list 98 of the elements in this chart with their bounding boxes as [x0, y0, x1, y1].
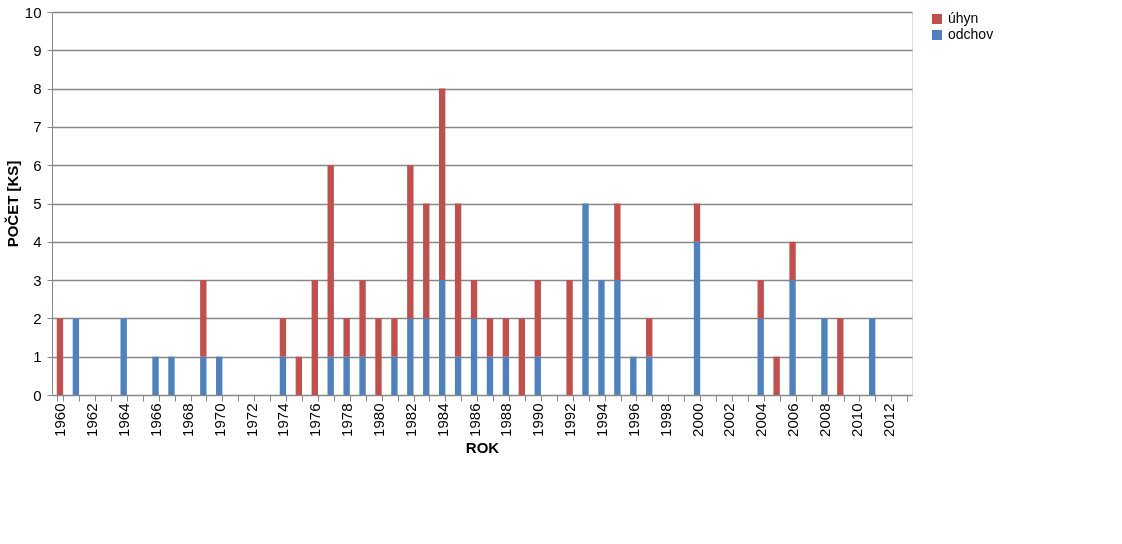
- y-tick-label: 7: [33, 118, 42, 136]
- x-tick-label: 1966: [147, 403, 165, 437]
- bar: [757, 280, 764, 319]
- x-tick-label: 1978: [338, 403, 356, 437]
- bar: [391, 318, 398, 357]
- y-tick-label: 1: [33, 348, 42, 366]
- x-tick-label: 1968: [178, 403, 196, 437]
- x-tick-label: 1996: [624, 403, 642, 437]
- x-tick-label: 2010: [847, 403, 865, 437]
- bar: [152, 356, 159, 395]
- bar: [407, 318, 414, 395]
- x-tick-label: 2008: [815, 403, 833, 437]
- bar: [757, 318, 764, 395]
- bar: [72, 318, 80, 395]
- bar: [837, 318, 844, 395]
- x-tick-label: 1986: [465, 403, 483, 437]
- x-tick-label: 2006: [784, 403, 802, 437]
- bar: [454, 356, 462, 395]
- bar: [423, 318, 430, 395]
- bar: [646, 318, 653, 357]
- x-tick-label: 1974: [274, 403, 292, 437]
- x-tick-label: 1982: [401, 403, 419, 437]
- bar: [869, 318, 876, 395]
- bar: [566, 280, 573, 395]
- bar: [439, 88, 446, 281]
- bar: [502, 318, 510, 357]
- bar: [614, 280, 621, 395]
- bar: [598, 280, 605, 395]
- bar: [391, 356, 398, 395]
- x-tick-label: 2002: [720, 403, 738, 437]
- x-tick-label: 1998: [656, 403, 674, 437]
- bar: [168, 356, 175, 395]
- bar: [454, 203, 462, 357]
- bar: [582, 203, 589, 395]
- y-tick-label: 6: [33, 156, 42, 174]
- y-axis-title: POČET [KS]: [3, 160, 21, 248]
- bar: [518, 318, 525, 395]
- y-tick-label: 2: [33, 309, 42, 327]
- bar: [470, 318, 478, 395]
- x-tick-label: 2000: [688, 403, 706, 437]
- bar: [439, 280, 446, 395]
- x-tick-label: 1960: [51, 403, 69, 437]
- bar: [693, 241, 701, 395]
- bar: [327, 356, 334, 395]
- x-tick-label: 1984: [433, 403, 451, 437]
- bar: [502, 356, 510, 395]
- bar: [359, 356, 366, 395]
- bar: [327, 165, 334, 357]
- x-tick-label: 1970: [210, 403, 228, 437]
- bar: [630, 356, 637, 395]
- bar: [534, 280, 541, 357]
- bar: [693, 203, 701, 242]
- bar: [821, 318, 828, 395]
- bar: [470, 280, 478, 319]
- x-tick-label: 1976: [306, 403, 324, 437]
- bar: [216, 356, 223, 395]
- y-tick-label: 8: [33, 80, 42, 98]
- bar: [789, 280, 796, 395]
- bar: [375, 318, 382, 395]
- bar: [279, 318, 287, 357]
- y-tick-label: 5: [33, 195, 42, 212]
- bar: [773, 356, 780, 395]
- legend-label: odchov: [948, 26, 994, 42]
- bar: [56, 318, 64, 395]
- x-tick-label: 1980: [369, 403, 387, 437]
- bar: [120, 318, 127, 395]
- bar: [789, 241, 796, 281]
- bar: [646, 356, 653, 395]
- bar: [614, 203, 621, 281]
- x-tick-label: 2012: [879, 403, 897, 437]
- x-tick-label: 2004: [752, 403, 770, 437]
- bar: [343, 356, 350, 395]
- x-tick-label: 1964: [115, 403, 133, 437]
- bar: [486, 356, 494, 395]
- x-axis-title: ROK: [465, 438, 500, 456]
- y-tick-label: 9: [33, 41, 42, 59]
- y-tick-label: 0: [33, 386, 42, 404]
- bar: [423, 203, 430, 319]
- bar: [359, 280, 366, 357]
- y-tick-label: 3: [33, 271, 42, 289]
- bar: [200, 280, 207, 357]
- x-tick-label: 1990: [529, 403, 547, 437]
- y-tick-label: 4: [33, 233, 42, 251]
- x-tick-label: 1962: [83, 403, 101, 437]
- bar: [311, 280, 318, 395]
- x-tick-label: 1992: [561, 403, 579, 437]
- bar: [279, 356, 287, 395]
- bar: [200, 356, 207, 395]
- bar: [295, 356, 303, 395]
- bar: [486, 318, 494, 357]
- x-tick-label: 1994: [592, 403, 610, 437]
- y-tick-label: 10: [24, 3, 42, 21]
- bar: [343, 318, 350, 357]
- bar: [407, 165, 414, 319]
- legend-label: úhyn: [948, 10, 979, 26]
- x-tick-label: 1972: [242, 403, 260, 437]
- bar: [534, 356, 541, 395]
- x-tick-label: 1988: [497, 403, 515, 437]
